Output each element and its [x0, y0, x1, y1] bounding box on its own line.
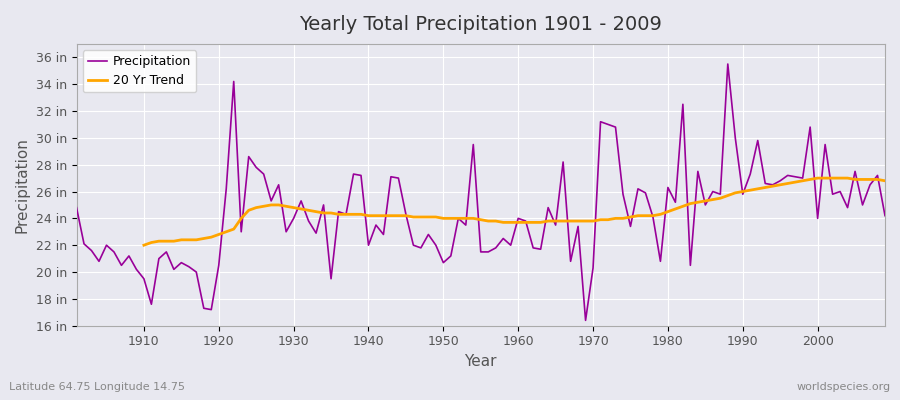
20 Yr Trend	[812, 176, 823, 180]
20 Yr Trend	[281, 204, 292, 209]
Line: Precipitation: Precipitation	[76, 64, 885, 320]
Precipitation	[296, 198, 307, 203]
Title: Yearly Total Precipitation 1901 - 2009: Yearly Total Precipitation 1901 - 2009	[300, 15, 662, 34]
Precipitation	[505, 243, 516, 248]
Precipitation	[580, 318, 591, 323]
Text: worldspecies.org: worldspecies.org	[796, 382, 891, 392]
Precipitation	[723, 62, 734, 66]
Legend: Precipitation, 20 Yr Trend: Precipitation, 20 Yr Trend	[83, 50, 196, 92]
Precipitation	[340, 212, 351, 217]
Y-axis label: Precipitation: Precipitation	[15, 137, 30, 233]
Line: 20 Yr Trend: 20 Yr Trend	[144, 178, 885, 245]
20 Yr Trend	[310, 209, 321, 214]
20 Yr Trend	[879, 178, 890, 183]
20 Yr Trend	[827, 176, 838, 180]
X-axis label: Year: Year	[464, 354, 497, 369]
Precipitation	[879, 213, 890, 218]
Precipitation	[131, 267, 142, 272]
20 Yr Trend	[580, 219, 591, 224]
Precipitation	[71, 205, 82, 210]
Precipitation	[513, 216, 524, 221]
Precipitation	[610, 125, 621, 130]
20 Yr Trend	[520, 220, 531, 225]
Text: Latitude 64.75 Longitude 14.75: Latitude 64.75 Longitude 14.75	[9, 382, 185, 392]
20 Yr Trend	[850, 177, 860, 182]
20 Yr Trend	[139, 243, 149, 248]
